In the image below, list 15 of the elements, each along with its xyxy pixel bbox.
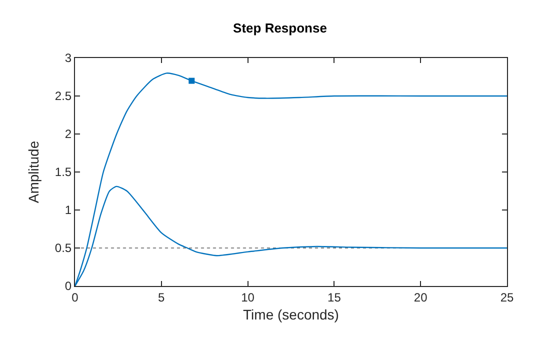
y-tick-label: 1.5 <box>54 165 72 180</box>
y-tick-label: 0.5 <box>54 241 72 256</box>
x-axis-title: Time (seconds) <box>243 306 339 323</box>
y-tick-label: 0 <box>64 279 72 294</box>
y-tick-label: 1 <box>64 203 72 218</box>
chart-title: Step Response <box>233 20 327 36</box>
y-tick-label: 3 <box>64 51 72 66</box>
x-tick-label: 20 <box>414 290 428 304</box>
y-axis-title: Amplitude <box>26 140 42 204</box>
y-tick-label: 2.5 <box>54 89 72 104</box>
x-tick-label: 15 <box>328 290 342 304</box>
x-tick-label: 5 <box>158 290 166 304</box>
x-tick-label: 25 <box>500 290 514 304</box>
x-tick-label: 10 <box>241 290 255 304</box>
y-tick-label: 2 <box>64 127 72 142</box>
